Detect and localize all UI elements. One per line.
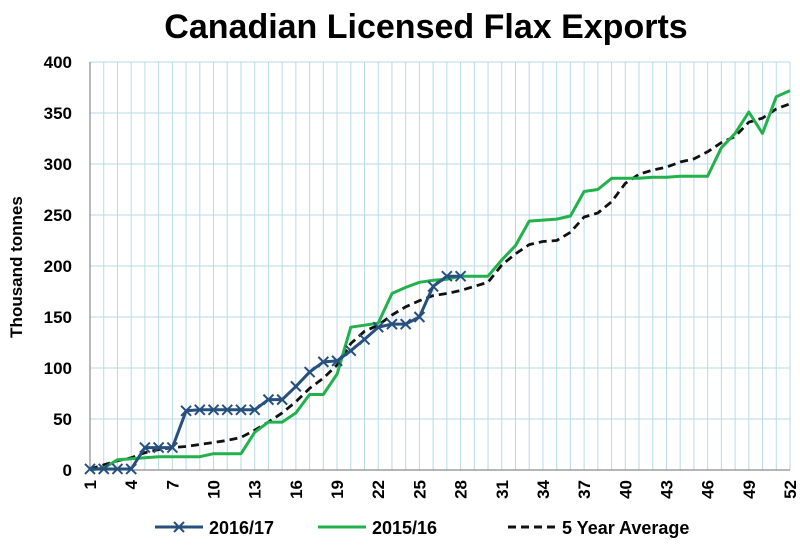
y-tick-label: 200 (44, 257, 72, 276)
x-tick-label: 25 (410, 480, 429, 499)
data-point-marker (194, 404, 206, 416)
legend-item: 5 Year Average (508, 518, 689, 538)
data-point-marker (317, 356, 330, 368)
data-point-marker (111, 463, 124, 475)
x-tick-label: 19 (328, 480, 347, 499)
y-tick-label: 100 (44, 359, 72, 378)
x-tick-label: 7 (163, 480, 182, 489)
data-point-marker (180, 405, 192, 417)
data-point-marker (166, 441, 179, 454)
legend-item: 2016/17 (155, 518, 274, 538)
data-point-marker (399, 318, 412, 330)
data-point-marker (345, 344, 357, 357)
series-line-0 (90, 274, 461, 471)
grid (89, 61, 791, 471)
legend-label: 2015/16 (372, 518, 437, 538)
x-tick-label: 28 (452, 480, 471, 499)
series-layer (84, 89, 791, 475)
x-tick-label: 43 (657, 480, 676, 499)
x-axis-ticks: 1 4 7 10 13 16 19 22 25 28 31 34 37 40 43 46 49 52 (81, 479, 800, 498)
y-tick-label: 300 (44, 155, 72, 174)
y-tick-label: 400 (44, 53, 72, 72)
x-tick-label: 34 (534, 479, 553, 498)
data-point-marker (98, 463, 110, 475)
y-tick-label: 250 (44, 206, 72, 225)
legend-label: 5 Year Average (562, 518, 689, 538)
data-point-marker (235, 404, 247, 416)
y-tick-label: 150 (44, 308, 72, 327)
data-point-marker (84, 463, 96, 475)
data-point-marker (331, 355, 343, 367)
data-point-marker (290, 380, 302, 393)
data-point-marker (372, 321, 384, 333)
chart-title: Canadian Licensed Flax Exports (164, 8, 687, 46)
data-point-marker (262, 393, 275, 406)
y-tick-label: 0 (63, 461, 72, 480)
x-tick-label: 10 (205, 480, 224, 499)
legend-label: 2016/17 (209, 518, 274, 538)
y-axis-ticks: 0 50 100 150 200 250 300 350 400 (44, 53, 72, 480)
data-point-marker (152, 441, 165, 454)
data-point-marker (386, 318, 398, 330)
legend-item: 2015/16 (318, 518, 437, 538)
x-tick-label: 52 (781, 480, 800, 499)
data-point-marker (413, 311, 426, 323)
series-line-2 (89, 102, 791, 471)
x-tick-label: 37 (575, 480, 594, 499)
data-point-marker (303, 366, 316, 378)
x-tick-label: 13 (246, 480, 265, 499)
data-point-marker (248, 404, 261, 416)
y-tick-label: 50 (53, 410, 72, 429)
x-tick-label: 16 (287, 480, 306, 499)
data-point-marker (207, 404, 220, 416)
x-tick-label: 22 (369, 480, 388, 499)
y-tick-label: 350 (44, 104, 72, 123)
data-point-marker (454, 270, 467, 282)
legend: 2016/17 2015/16 5 Year Average (155, 518, 689, 538)
data-point-marker (125, 463, 137, 475)
y-axis-label: Thousand tonnes (7, 196, 26, 338)
data-point-marker (427, 280, 439, 293)
data-point-marker (276, 393, 288, 406)
data-point-marker (358, 333, 371, 346)
data-point-marker (441, 270, 453, 282)
data-point-marker (139, 441, 151, 454)
data-point-marker (221, 404, 233, 416)
x-tick-label: 4 (122, 479, 141, 489)
x-tick-label: 40 (616, 480, 635, 499)
x-tick-label: 46 (699, 480, 718, 499)
x-tick-label: 1 (81, 480, 100, 489)
x-tick-label: 49 (740, 480, 759, 499)
x-tick-label: 31 (493, 480, 512, 499)
